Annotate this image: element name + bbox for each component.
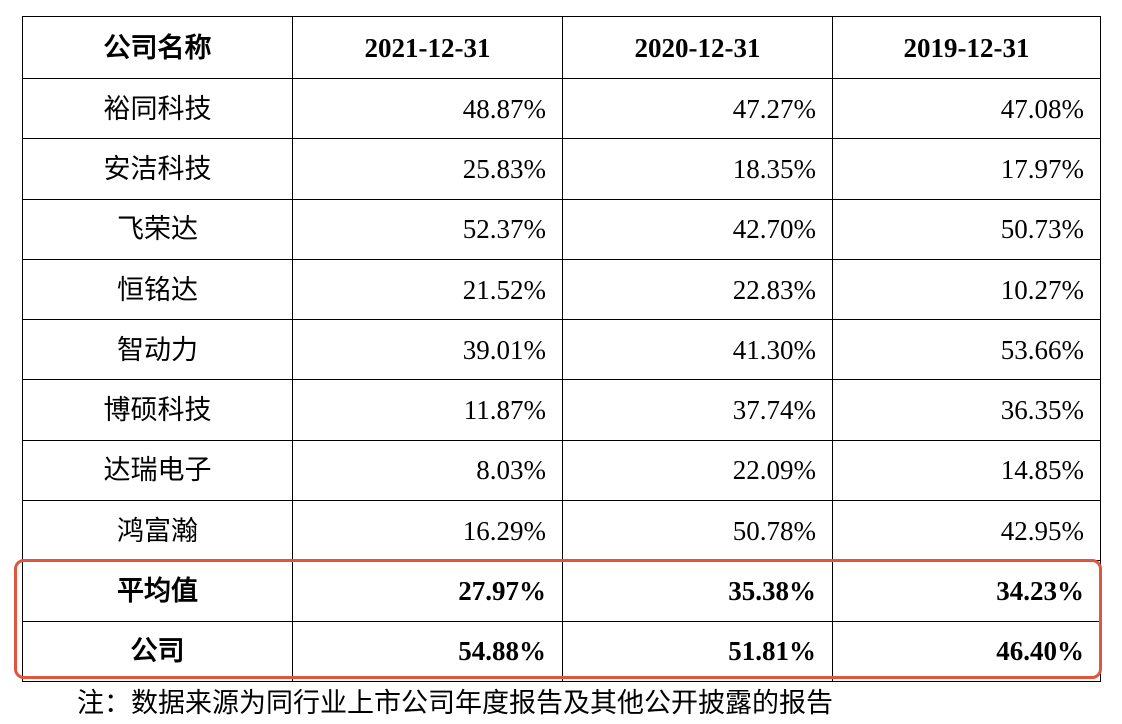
table-row: 博硕科技 11.87% 37.74% 36.35%: [22, 379, 1101, 441]
company-value-2021: 54.88%: [292, 620, 563, 682]
table-row: 飞荣达 52.37% 42.70% 50.73%: [22, 198, 1101, 260]
average-label-cell: 平均值: [22, 560, 293, 622]
value-cell-2020: 47.27%: [562, 77, 833, 140]
value-cell-2020: 50.78%: [562, 500, 833, 562]
company-name-cell: 裕同科技: [22, 77, 293, 140]
header-date-2020: 2020-12-31: [562, 16, 833, 79]
company-name-cell: 安洁科技: [22, 138, 293, 200]
value-cell-2020: 37.74%: [562, 379, 833, 441]
value-cell-2020: 42.70%: [562, 198, 833, 260]
company-value-2019: 46.40%: [832, 620, 1101, 682]
value-cell-2021: 21.52%: [292, 258, 563, 321]
value-cell-2021: 16.29%: [292, 500, 563, 562]
company-name-cell: 博硕科技: [22, 379, 293, 441]
value-cell-2019: 53.66%: [832, 319, 1101, 381]
value-cell-2021: 48.87%: [292, 77, 563, 140]
value-cell-2021: 39.01%: [292, 319, 563, 381]
company-name-cell: 智动力: [22, 319, 293, 381]
footnote: 注：数据来源为同行业上市公司年度报告及其他公开披露的报告: [77, 688, 833, 718]
table-row: 恒铭达 21.52% 22.83% 10.27%: [22, 258, 1101, 321]
average-row: 平均值 27.97% 35.38% 34.23%: [22, 560, 1101, 622]
company-value-2020: 51.81%: [562, 620, 833, 682]
company-name-cell: 飞荣达: [22, 198, 293, 260]
comparison-table: 公司名称 2021-12-31 2020-12-31 2019-12-31 裕同…: [22, 16, 1101, 682]
value-cell-2021: 52.37%: [292, 198, 563, 260]
average-value-2020: 35.38%: [562, 560, 833, 622]
table-row: 安洁科技 25.83% 18.35% 17.97%: [22, 138, 1101, 200]
value-cell-2019: 17.97%: [832, 138, 1101, 200]
value-cell-2019: 14.85%: [832, 439, 1101, 502]
table-row: 鸿富瀚 16.29% 50.78% 42.95%: [22, 500, 1101, 562]
company-name-cell: 恒铭达: [22, 258, 293, 321]
value-cell-2021: 8.03%: [292, 439, 563, 502]
header-company-name: 公司名称: [22, 16, 293, 79]
header-date-2019: 2019-12-31: [832, 16, 1101, 79]
average-value-2019: 34.23%: [832, 560, 1101, 622]
table-row: 达瑞电子 8.03% 22.09% 14.85%: [22, 439, 1101, 502]
company-name-cell: 达瑞电子: [22, 439, 293, 502]
average-value-2021: 27.97%: [292, 560, 563, 622]
value-cell-2020: 22.09%: [562, 439, 833, 502]
value-cell-2020: 22.83%: [562, 258, 833, 321]
value-cell-2020: 18.35%: [562, 138, 833, 200]
value-cell-2020: 41.30%: [562, 319, 833, 381]
value-cell-2019: 47.08%: [832, 77, 1101, 140]
value-cell-2021: 25.83%: [292, 138, 563, 200]
value-cell-2021: 11.87%: [292, 379, 563, 441]
table-row: 智动力 39.01% 41.30% 53.66%: [22, 319, 1101, 381]
company-name-cell: 鸿富瀚: [22, 500, 293, 562]
table-row: 裕同科技 48.87% 47.27% 47.08%: [22, 77, 1101, 140]
company-row: 公司 54.88% 51.81% 46.40%: [22, 620, 1101, 682]
value-cell-2019: 42.95%: [832, 500, 1101, 562]
value-cell-2019: 50.73%: [832, 198, 1101, 260]
value-cell-2019: 36.35%: [832, 379, 1101, 441]
company-label-cell: 公司: [22, 620, 293, 682]
header-date-2021: 2021-12-31: [292, 16, 563, 79]
header-row: 公司名称 2021-12-31 2020-12-31 2019-12-31: [22, 16, 1101, 79]
value-cell-2019: 10.27%: [832, 258, 1101, 321]
